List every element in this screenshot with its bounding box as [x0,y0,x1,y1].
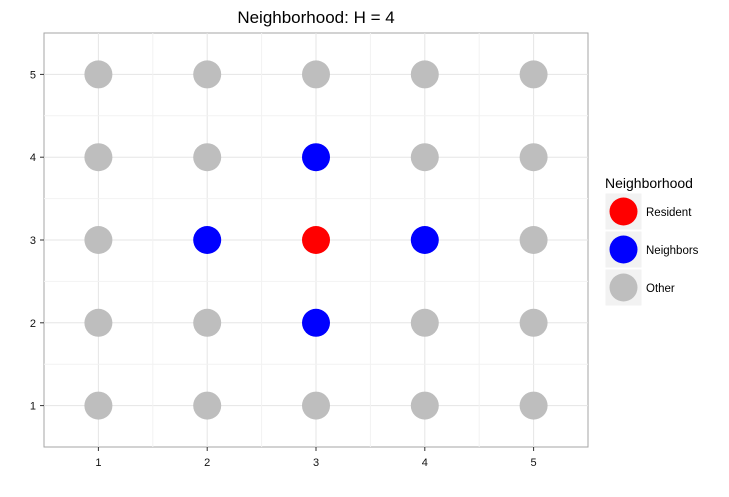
point-other [193,391,222,420]
point-other [84,60,113,89]
x-tick-label: 5 [531,457,537,469]
point-other [410,308,439,337]
point-other [302,60,330,89]
y-tick-label: 2 [30,318,36,330]
point-other [519,60,548,89]
point-other [84,226,113,254]
legend: Neighborhood Resident Neighbors Other [604,175,699,307]
point-other [519,143,548,172]
legend-swatch-resident [609,197,638,226]
point-other [302,391,330,420]
data-points [84,60,548,420]
legend-label-resident: Resident [646,207,692,219]
point-other [193,308,222,337]
point-other [519,391,548,420]
x-tick-label: 1 [95,457,101,469]
point-resident [302,226,330,254]
y-tick-label: 3 [30,235,36,247]
legend-swatch-neighbors [609,235,638,264]
point-other [410,60,439,89]
point-neighbors [302,143,330,172]
point-neighbors [302,308,330,337]
x-tick-label: 3 [313,457,319,469]
point-other [410,391,439,420]
axis-ticks: 1 2 3 4 5 1 2 3 4 5 [30,69,537,469]
point-other [193,143,222,172]
y-tick-label: 5 [30,69,36,81]
y-tick-label: 1 [30,401,36,413]
legend-label-neighbors: Neighbors [646,245,699,257]
point-other [410,143,439,172]
point-other [84,391,113,420]
legend-swatch-other [609,273,638,302]
point-other [84,308,113,337]
point-other [519,226,548,254]
y-tick-label: 4 [30,152,36,164]
point-neighbors [193,226,222,254]
point-other [193,60,222,89]
legend-label-other: Other [646,283,675,295]
x-tick-label: 4 [422,457,428,469]
legend-title: Neighborhood [605,175,693,191]
x-tick-label: 2 [204,457,210,469]
point-neighbors [410,226,439,254]
point-other [84,143,113,172]
chart-title: Neighborhood: H = 4 [237,8,394,27]
point-other [519,308,548,337]
